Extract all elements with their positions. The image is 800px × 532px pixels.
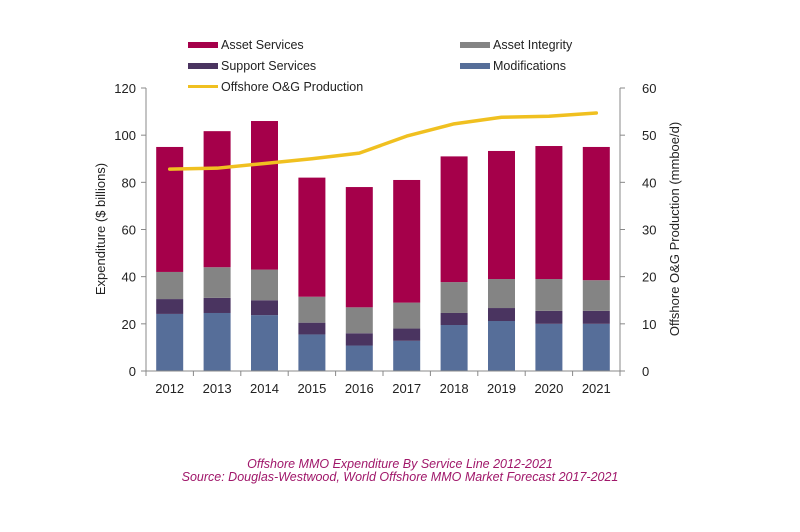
- bar-asset-services-2018: [440, 156, 468, 283]
- bar-asset-integrity-2016: [345, 307, 373, 334]
- legend-swatch-asset-integrity: [460, 42, 490, 48]
- chart-title: Offshore MMO Expenditure By Service Line…: [247, 457, 553, 471]
- bar-modifications-2017: [393, 340, 421, 371]
- bar-modifications-2012: [156, 313, 184, 371]
- legend-label-modifications: Modifications: [493, 59, 566, 73]
- y-tick-label: 100: [114, 128, 136, 143]
- bar-asset-integrity-2018: [440, 282, 468, 313]
- x-tick-label: 2019: [487, 381, 516, 396]
- bar-asset-integrity-2021: [582, 280, 610, 311]
- line-offshore-production: [167, 111, 599, 171]
- bar-modifications-2014: [251, 315, 278, 371]
- bar-asset-integrity-2019: [488, 279, 515, 309]
- y2-tick-label: 0: [642, 364, 649, 379]
- x-tick-label: 2014: [250, 381, 279, 396]
- legend-swatch-offshore-o-g-production: [188, 85, 218, 88]
- legend-label-support-services: Support Services: [221, 59, 316, 73]
- x-tick-label: 2020: [534, 381, 563, 396]
- bar-support-services-2016: [345, 333, 373, 346]
- x-tick-label: 2012: [155, 381, 184, 396]
- legend-label-asset-integrity: Asset Integrity: [493, 38, 573, 52]
- chart-source: Source: Douglas-Westwood, World Offshore…: [181, 470, 619, 484]
- bar-modifications-2018: [440, 325, 468, 371]
- legend-label-asset-services: Asset Services: [221, 38, 304, 52]
- x-tick-label: 2016: [345, 381, 374, 396]
- y-tick-label: 40: [122, 270, 136, 285]
- bars: [156, 121, 610, 371]
- y-tick-label: 120: [114, 81, 136, 96]
- bar-support-services-2020: [535, 310, 563, 324]
- x-tick-label: 2017: [392, 381, 421, 396]
- legend-swatch-asset-services: [188, 42, 218, 48]
- bar-asset-integrity-2017: [393, 302, 421, 329]
- bar-asset-services-2016: [345, 187, 373, 308]
- bar-asset-services-2015: [298, 177, 326, 297]
- bar-modifications-2019: [488, 321, 515, 371]
- bar-asset-integrity-2015: [298, 296, 326, 323]
- axes: 0 20 40 60 80 100 120 0 10 20 30 40 50 60 2012 2013 2014…: [114, 81, 656, 396]
- legend: Asset Services Asset Integrity Support Ser…: [188, 38, 573, 94]
- bar-support-services-2014: [251, 300, 278, 316]
- bar-asset-services-2017: [393, 179, 421, 303]
- y2-tick-label: 10: [642, 317, 656, 332]
- bar-asset-services-2019: [488, 150, 515, 280]
- bar-support-services-2017: [393, 328, 421, 341]
- bar-asset-services-2012: [156, 146, 184, 272]
- bar-support-services-2015: [298, 322, 326, 335]
- bar-asset-integrity-2013: [203, 267, 231, 298]
- y-axis-title: Expenditure ($ billions): [93, 163, 108, 295]
- y-tick-label: 80: [122, 175, 136, 190]
- y2-tick-label: 20: [642, 270, 656, 285]
- x-tick-label: 2015: [297, 381, 326, 396]
- bar-support-services-2019: [488, 308, 515, 322]
- bar-support-services-2013: [203, 297, 231, 313]
- bar-support-services-2012: [156, 299, 184, 314]
- bar-asset-services-2021: [582, 146, 610, 281]
- bar-support-services-2021: [582, 310, 610, 324]
- bar-asset-services-2013: [203, 131, 231, 268]
- y2-tick-label: 60: [642, 81, 656, 96]
- x-tick-label: 2021: [582, 381, 611, 396]
- y-tick-label: 0: [129, 364, 136, 379]
- legend-label-offshore-o-g-production: Offshore O&G Production: [221, 80, 363, 94]
- bar-modifications-2020: [535, 323, 563, 371]
- x-tick-label: 2013: [203, 381, 232, 396]
- y2-tick-label: 40: [642, 175, 656, 190]
- bar-support-services-2018: [440, 312, 468, 326]
- bar-modifications-2015: [298, 334, 326, 371]
- y2-axis-title: Offshore O&G Production (mmboe/d): [667, 122, 682, 336]
- bar-asset-integrity-2012: [156, 271, 184, 300]
- bar-modifications-2016: [345, 345, 373, 371]
- y2-tick-label: 30: [642, 223, 656, 238]
- y-tick-label: 20: [122, 317, 136, 332]
- bar-modifications-2013: [203, 312, 231, 371]
- bar-asset-integrity-2014: [251, 269, 278, 301]
- legend-swatch-modifications: [460, 63, 490, 69]
- y-tick-label: 60: [122, 223, 136, 238]
- legend-swatch-support-services: [188, 63, 218, 69]
- production-line: [167, 111, 599, 171]
- bar-modifications-2021: [582, 323, 610, 371]
- bar-asset-integrity-2020: [535, 279, 563, 311]
- y2-tick-label: 50: [642, 128, 656, 143]
- bar-asset-services-2014: [251, 121, 278, 270]
- bar-asset-services-2020: [535, 146, 563, 280]
- x-tick-label: 2018: [440, 381, 469, 396]
